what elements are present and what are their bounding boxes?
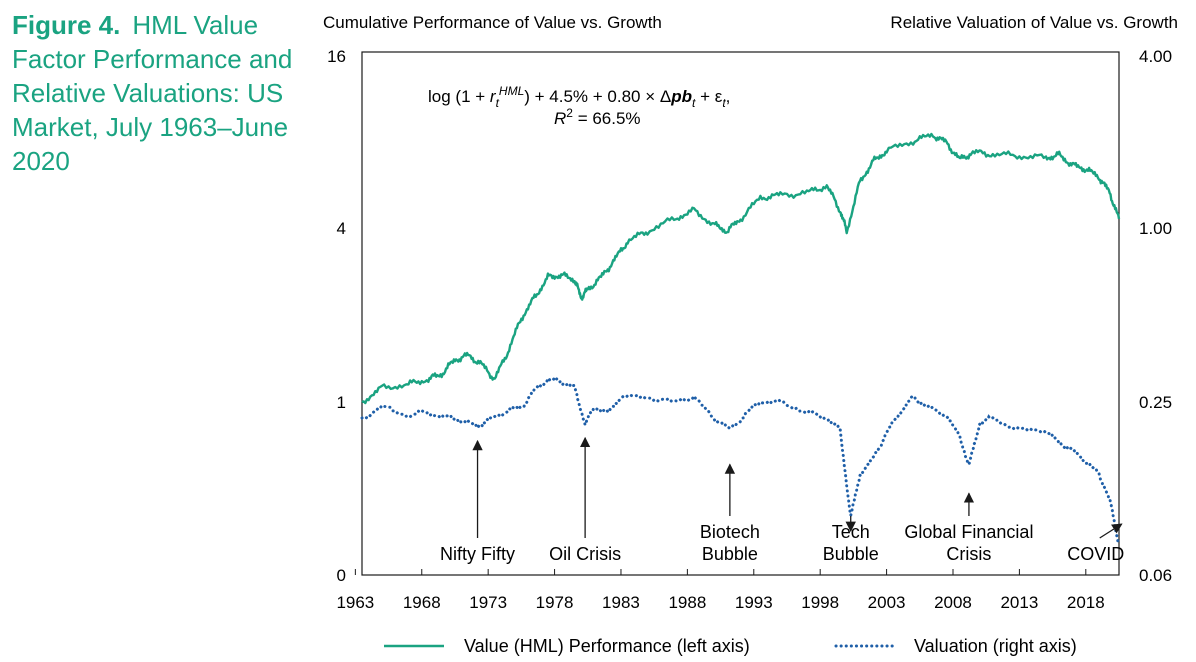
x-tick-label: 1963	[336, 593, 374, 612]
left-tick-label: 4	[337, 219, 346, 238]
x-tick-label: 1968	[403, 593, 441, 612]
annotation-label: Bubble	[702, 544, 758, 564]
right-axis-ticks: 0.06 0.25 1.00 4.00	[1139, 47, 1172, 585]
x-tick-label: 2018	[1067, 593, 1105, 612]
equation-r-sub: t	[496, 96, 500, 110]
left-tick-label: 1	[337, 393, 346, 412]
right-axis-title: Relative Valuation of Value vs. Growth	[890, 13, 1178, 32]
annotation-label: Oil Crisis	[549, 544, 621, 564]
annotation-label: Tech	[832, 522, 870, 542]
left-axis-ticks: 0 1 4 16	[327, 47, 346, 585]
figure-title: Figure 4. HML Value Factor Performance an…	[12, 8, 302, 178]
legend: Value (HML) Performance (left axis) Valu…	[384, 636, 1077, 656]
equation-pb-sub: t	[692, 96, 696, 110]
x-tick-label: 1973	[469, 593, 507, 612]
x-axis-ticks: 1963 1968 1973 1978 1983 1988 1993 1998 2003 2008…	[336, 569, 1105, 612]
annotation: COVID	[1067, 523, 1124, 564]
x-tick-label: 1998	[801, 593, 839, 612]
annotation-label: Global Financial	[904, 522, 1033, 542]
x-tick-label: 1983	[602, 593, 640, 612]
annotation: Nifty Fifty	[440, 439, 515, 564]
equation-mid: ) + 4.5% + 0.80 × Δ	[524, 87, 671, 106]
x-tick-label: 1993	[735, 593, 773, 612]
valuation-series-line	[360, 374, 1121, 547]
equation-end: ,	[726, 87, 731, 106]
annotation-label: Nifty Fifty	[440, 544, 515, 564]
equation-eps: + ε	[695, 87, 722, 106]
annotation-label: Bubble	[823, 544, 879, 564]
x-tick-label: 1978	[536, 593, 574, 612]
right-tick-label: 4.00	[1139, 47, 1172, 66]
equation-r: r	[490, 87, 497, 106]
right-tick-label: 0.25	[1139, 393, 1172, 412]
annotation-label: COVID	[1067, 544, 1124, 564]
equation-r-sup: HML	[499, 84, 524, 98]
right-tick-label: 0.06	[1139, 566, 1172, 585]
plot-frame	[361, 51, 1120, 576]
annotation-arrow	[1099, 523, 1123, 539]
performance-series-line	[361, 132, 1121, 405]
legend-label-valuation: Valuation (right axis)	[914, 636, 1077, 656]
x-tick-label: 2013	[1000, 593, 1038, 612]
equation-eps-sub: t	[722, 96, 726, 110]
annotation-label: Crisis	[946, 544, 991, 564]
figure-title-text: HML Value Factor Performance and Relativ…	[12, 10, 293, 176]
r-squared-label: R	[554, 109, 566, 128]
equation-prefix: log (1 +	[428, 87, 490, 106]
x-tick-label: 2008	[934, 593, 972, 612]
left-tick-label: 16	[327, 47, 346, 66]
annotations: Nifty Fifty Oil CrisisBiotechBubbleTechBu…	[440, 436, 1124, 564]
left-axis-title: Cumulative Performance of Value vs. Grow…	[323, 13, 662, 32]
r-squared-value: = 66.5%	[573, 109, 641, 128]
legend-label-performance: Value (HML) Performance (left axis)	[464, 636, 750, 656]
right-tick-label: 1.00	[1139, 219, 1172, 238]
annotation-label: Biotech	[700, 522, 760, 542]
equation-pb: pb	[670, 87, 692, 106]
r-squared-sup: 2	[566, 106, 573, 120]
x-tick-label: 2003	[868, 593, 906, 612]
x-tick-label: 1988	[668, 593, 706, 612]
r-squared: R2 = 66.5%	[554, 106, 641, 128]
figure-label: Figure 4.	[12, 10, 121, 40]
left-tick-label: 0	[337, 566, 346, 585]
equation: log (1 + rtHML) + 4.5% + 0.80 × Δpbt + ε…	[428, 84, 730, 110]
annotation: Oil Crisis	[549, 436, 621, 564]
